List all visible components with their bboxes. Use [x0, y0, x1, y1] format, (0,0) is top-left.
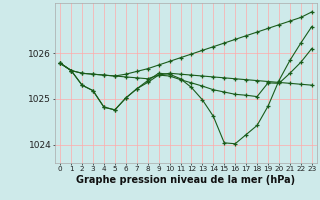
X-axis label: Graphe pression niveau de la mer (hPa): Graphe pression niveau de la mer (hPa) — [76, 175, 296, 185]
